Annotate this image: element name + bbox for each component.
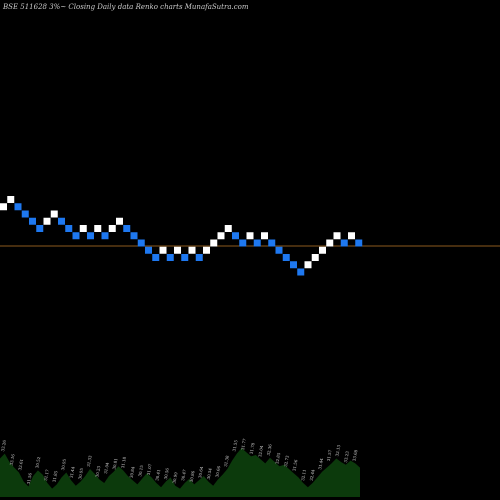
volume-label-28: 31.77	[240, 438, 247, 451]
renko-brick-39	[282, 254, 290, 261]
renko-brick-44	[319, 246, 326, 254]
renko-brick-48	[348, 232, 355, 240]
renko-brick-38	[275, 246, 283, 254]
renko-brick-27	[195, 254, 203, 261]
volume-label-39: 32.13	[334, 444, 341, 457]
chart-title: BSE 511628 3%~ Closing Daily data Renko …	[2, 3, 249, 11]
volume-label-11: 30.23	[94, 465, 101, 478]
brick-group	[0, 196, 363, 276]
renko-brick-32	[232, 232, 239, 240]
volume-label-20: 30.99	[171, 471, 178, 484]
volume-label-0: 33.26	[0, 439, 7, 452]
renko-brick-31	[224, 225, 232, 232]
renko-brick-7	[50, 210, 58, 218]
volume-label-22: 30.86	[189, 470, 196, 483]
renko-brick-17	[123, 225, 131, 232]
volume-label-10: 31.33	[86, 455, 93, 468]
renko-brick-4	[29, 217, 36, 225]
volume-label-9: 30.95	[77, 467, 84, 480]
renko-brick-24	[174, 246, 181, 254]
volume-label-7: 30.95	[60, 458, 67, 471]
volume-label-30: 32.04	[257, 445, 264, 458]
volume-label-35: 32.11	[300, 469, 307, 481]
volume-label-36: 32.44	[309, 469, 316, 482]
renko-brick-29	[210, 239, 218, 247]
renko-brick-36	[261, 232, 268, 240]
renko-brick-28	[203, 246, 210, 254]
renko-brick-15	[108, 225, 116, 232]
volume-label-33: 32.73	[283, 455, 290, 468]
renko-brick-13	[94, 225, 102, 232]
renko-brick-14	[101, 232, 109, 240]
renko-brick-49	[355, 239, 363, 247]
renko-brick-16	[116, 217, 123, 225]
renko-brick-33	[239, 239, 247, 247]
volume-label-37: 31.44	[317, 457, 324, 470]
renko-brick-21	[152, 254, 160, 261]
renko-brick-37	[268, 239, 276, 247]
renko-brick-9	[65, 225, 73, 232]
renko-brick-30	[217, 232, 225, 240]
volume-label-2: 32.61	[17, 459, 24, 471]
renko-brick-23	[166, 254, 174, 261]
volume-label-8: 31.44	[69, 466, 76, 479]
renko-brick-18	[130, 232, 138, 240]
volume-label-31: 32.36	[266, 443, 273, 456]
renko-brick-12	[87, 232, 94, 240]
volume-label-15: 30.84	[129, 466, 136, 479]
volume-area	[0, 448, 360, 497]
renko-brick-2	[14, 203, 22, 211]
volume-label-13: 30.81	[111, 458, 118, 470]
volume-label-24: 30.54	[206, 467, 213, 480]
renko-brick-42	[304, 261, 312, 269]
volume-label-41: 33.68	[351, 449, 358, 462]
volume-label-29: 31.78	[249, 442, 256, 455]
volume-label-4: 30.52	[34, 456, 41, 469]
renko-brick-1	[7, 196, 15, 203]
volume-area-path	[0, 448, 360, 497]
volume-label-12: 31.04	[103, 462, 110, 475]
volume-label-38: 31.57	[326, 449, 333, 462]
volume-label-19: 30.56	[163, 467, 170, 480]
renko-brick-43	[311, 254, 319, 261]
renko-brick-10	[72, 232, 80, 240]
volume-label-34: 31.56	[291, 459, 298, 472]
renko-brick-0	[0, 203, 7, 211]
volume-label-6: 31.85	[51, 470, 58, 483]
renko-brick-6	[43, 217, 51, 225]
volume-label-3: 31.56	[26, 472, 33, 485]
volume-label-16: 30.15	[137, 464, 144, 477]
renko-brick-25	[181, 254, 189, 261]
volume-label-27: 31.55	[231, 439, 238, 452]
renko-brick-22	[159, 246, 167, 254]
volume-label-14: 31.18	[120, 456, 127, 469]
renko-brick-8	[58, 217, 65, 225]
renko-brick-20	[145, 246, 152, 254]
volume-label-26: 31.38	[223, 455, 230, 468]
renko-brick-40	[290, 261, 297, 269]
renko-brick-26	[188, 246, 196, 254]
volume-label-23: 30.64	[197, 466, 204, 479]
volume-label-5: 31.17	[43, 469, 50, 482]
renko-brick-47	[340, 239, 348, 247]
renko-brick-19	[137, 239, 145, 247]
volume-label-1: 33.16	[9, 453, 16, 466]
renko-brick-45	[326, 239, 334, 247]
volume-label-17: 31.07	[146, 463, 153, 476]
volume-label-18: 30.41	[154, 469, 161, 481]
renko-brick-41	[297, 268, 305, 276]
volume-label-21: 30.47	[180, 469, 187, 482]
renko-brick-46	[333, 232, 341, 240]
renko-brick-3	[21, 210, 29, 218]
renko-brick-5	[36, 225, 44, 232]
renko-brick-11	[79, 225, 87, 232]
volume-label-40: 33.23	[343, 450, 350, 463]
volume-label-25: 30.66	[214, 465, 221, 478]
renko-brick-34	[246, 232, 254, 240]
renko-brick-35	[253, 239, 261, 247]
volume-label-32: 32.85	[274, 452, 281, 465]
